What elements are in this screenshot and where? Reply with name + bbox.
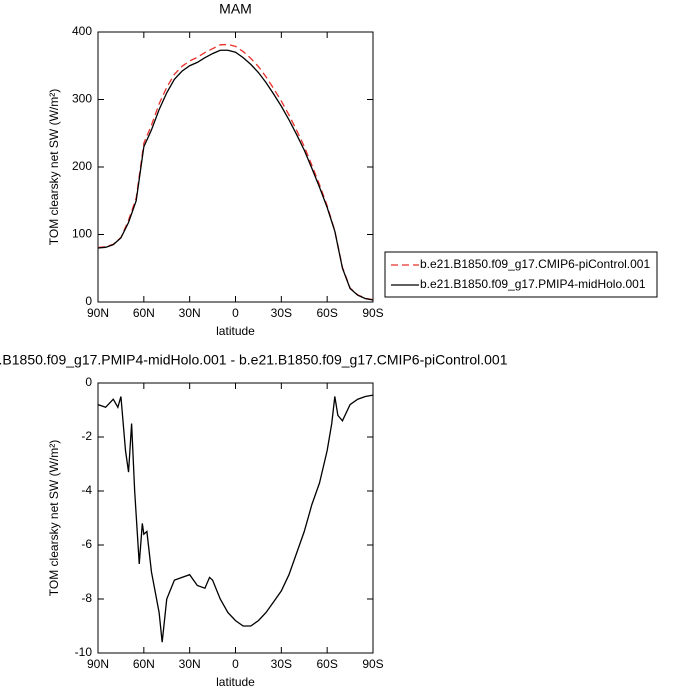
y-tick-label: -2 <box>81 429 92 443</box>
chart-title: MAM <box>219 1 252 17</box>
data-line <box>97 394 374 643</box>
x-tick-label: 60S <box>316 657 337 671</box>
legend-label: b.e21.B1850.f09_g17.PMIP4-midHolo.001 <box>420 277 646 291</box>
y-tick-label: 0 <box>85 375 92 389</box>
x-tick-label: 90N <box>87 657 109 671</box>
x-tick-label: 30N <box>179 306 201 320</box>
y-tick-label: 200 <box>72 159 92 173</box>
y-tick-label: 100 <box>72 227 92 241</box>
x-tick-label: 90S <box>362 306 383 320</box>
x-tick-label: 0 <box>232 657 239 671</box>
x-tick-label: 30N <box>179 657 201 671</box>
data-line <box>97 43 374 301</box>
x-tick-label: 30S <box>271 657 292 671</box>
y-axis-label: TOM clearsky net SW (W/m²) <box>47 440 61 596</box>
x-tick-label: 60S <box>316 306 337 320</box>
y-tick-label: 300 <box>72 92 92 106</box>
y-tick-label: -4 <box>81 483 92 497</box>
plot-frame <box>97 31 374 303</box>
x-tick-label: 30S <box>271 306 292 320</box>
y-tick-label: -8 <box>81 591 92 605</box>
x-axis-label: latitude <box>216 675 255 689</box>
legend-label: b.e21.B1850.f09_g17.CMIP6-piControl.001 <box>420 257 650 271</box>
y-tick-label: -6 <box>81 537 92 551</box>
data-line <box>97 49 374 301</box>
y-tick-label: 0 <box>85 294 92 308</box>
x-axis-label: latitude <box>216 324 255 338</box>
x-tick-label: 90N <box>87 306 109 320</box>
legend-box <box>384 251 658 298</box>
x-tick-label: 0 <box>232 306 239 320</box>
x-tick-label: 60N <box>133 657 155 671</box>
y-axis-label: TOM clearsky net SW (W/m²) <box>47 89 61 245</box>
x-tick-label: 60N <box>133 306 155 320</box>
y-tick-label: -10 <box>75 645 93 659</box>
chart-title: b.e21.B1850.f09_g17.PMIP4-midHolo.001 - … <box>0 352 508 368</box>
x-tick-label: 90S <box>362 657 383 671</box>
y-tick-label: 400 <box>72 24 92 38</box>
